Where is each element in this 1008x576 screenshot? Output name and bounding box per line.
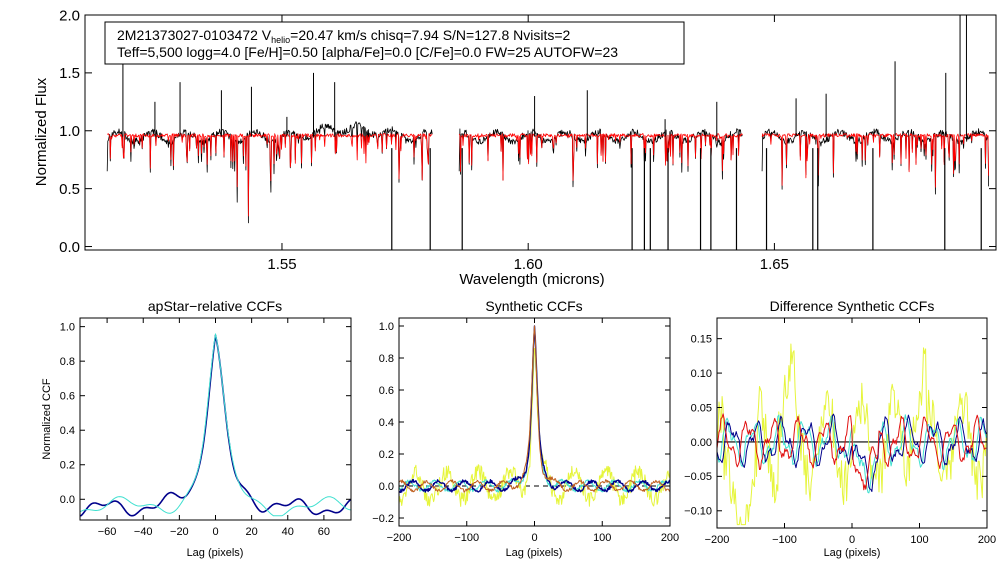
y-tick-label: 0.5	[59, 181, 80, 198]
apstar-ccf-x-label: Lag (pixels)	[187, 547, 244, 559]
apstar-ccf-frame	[79, 317, 352, 521]
spectrum-series	[106, 15, 989, 250]
x-tick-label: −100	[772, 534, 797, 546]
x-tick-label: 1.65	[760, 256, 789, 273]
x-tick-label: 200	[978, 534, 996, 546]
x-tick-label: −60	[98, 526, 117, 538]
x-tick-label: −40	[134, 526, 153, 538]
info-line-2: Teff=5,500 logg=4.0 [Fe/H]=0.50 [alpha/F…	[117, 44, 618, 60]
y-tick-label: 0.8	[60, 356, 75, 368]
x-tick-label: 0	[531, 532, 537, 544]
y-tick-label: 1.5	[59, 65, 80, 82]
y-tick-label: 0.2	[60, 460, 75, 472]
x-tick-label: 20	[246, 526, 258, 538]
synthetic-ccf-x-label: Lag (pixels)	[506, 547, 563, 559]
difference-ccf-panel: Difference Synthetic CCFs −200 −100 0 100 20…	[684, 298, 996, 559]
x-tick-label: −200	[705, 534, 730, 546]
x-tick-label: −100	[454, 532, 479, 544]
model-spectrum	[458, 133, 743, 181]
apstar-ccf-ticks: −60 −40 −20 0 20 40 60 0.0 0.2 0.4 0.6 0.8 1.0	[60, 318, 351, 538]
spectrum-ticks: 1.55 1.60 1.65 0.0 0.5 1.0 1.5 2.0	[59, 7, 996, 273]
synthetic-ccf-series	[398, 325, 671, 507]
apstar-ccf-series	[79, 333, 352, 517]
y-tick-label: 0.8	[379, 353, 394, 365]
x-tick-label: 0	[212, 526, 218, 538]
info-subscript: helio	[271, 35, 290, 45]
y-tick-label: 0.2	[379, 449, 394, 461]
y-tick-label: 0.0	[59, 239, 80, 256]
spectrum-frame	[84, 14, 997, 251]
x-tick-label: 40	[282, 526, 294, 538]
y-tick-label: 2.0	[59, 7, 80, 24]
x-tick-label: 60	[318, 526, 330, 538]
y-tick-label: 0.00	[691, 437, 712, 449]
y-tick-label: −0.10	[684, 506, 712, 518]
model-spectrum	[761, 133, 989, 188]
x-tick-label: 100	[910, 534, 928, 546]
x-tick-label: 0	[849, 534, 855, 546]
info-line-1: 2M21373027-0103472 Vhelio=20.47 km/s chi…	[117, 27, 571, 45]
ccf-line-cyan	[79, 333, 352, 517]
spectrum-y-label: Normalized Flux	[33, 77, 50, 186]
x-tick-label: 100	[593, 532, 611, 544]
x-tick-label: 1.60	[514, 256, 543, 273]
y-tick-label: 1.0	[60, 321, 75, 333]
apstar-ccf-y-label: Normalized CCF	[41, 378, 53, 460]
ccf-line-yellow	[398, 348, 671, 507]
info-box	[104, 21, 685, 65]
x-tick-label: −200	[387, 532, 412, 544]
x-tick-label: 200	[661, 532, 679, 544]
difference-ccf-ticks: −200 −100 0 100 200 −0.10 −0.05 0.00 0.05 0.10 0.1…	[684, 318, 996, 546]
synthetic-ccf-panel: Synthetic CCFs −200 −100 0 100 200 −0.2 0.0 0.2…	[372, 298, 679, 559]
y-tick-label: 0.6	[379, 385, 394, 397]
synthetic-ccf-ticks: −200 −100 0 100 200 −0.2 0.0 0.2 0.4 0.6 0.8 1.0	[372, 318, 679, 544]
apstar-ccf-panel: apStar−relative CCFs −60 −40 −20 0 20 40 60 0.0…	[41, 298, 352, 559]
y-tick-label: 0.6	[60, 391, 75, 403]
y-tick-label: 0.15	[691, 334, 712, 346]
y-tick-label: −0.05	[684, 471, 712, 483]
ccf-line-navy	[80, 334, 352, 517]
ccf-line-yellow	[716, 343, 987, 526]
y-tick-label: 1.0	[59, 123, 80, 140]
difference-ccf-title: Difference Synthetic CCFs	[770, 298, 935, 314]
spectrum-x-label: Wavelength (microns)	[459, 271, 604, 288]
difference-ccf-x-label: Lag (pixels)	[824, 547, 881, 559]
difference-ccf-series	[716, 343, 987, 526]
y-tick-label: 0.4	[379, 417, 394, 429]
y-tick-label: 0.05	[691, 402, 712, 414]
model-spectrum	[107, 133, 433, 217]
ccf-line-red	[716, 413, 987, 491]
y-tick-label: 1.0	[379, 321, 394, 333]
y-tick-label: 0.0	[379, 481, 394, 493]
synthetic-ccf-title: Synthetic CCFs	[485, 298, 582, 314]
apstar-ccf-title: apStar−relative CCFs	[148, 298, 282, 314]
y-tick-label: 0.10	[691, 368, 712, 380]
ccf-line-orange	[398, 325, 671, 493]
y-tick-label: −0.2	[372, 513, 394, 525]
y-tick-label: 0.4	[60, 425, 75, 437]
x-tick-label: 1.55	[267, 256, 296, 273]
y-tick-label: 0.0	[60, 494, 75, 506]
spectrum-panel: 1.55 1.60 1.65 0.0 0.5 1.0 1.5 2.0 2M21373027-0…	[33, 7, 997, 288]
ccf-line-navy	[716, 413, 987, 492]
x-tick-label: −20	[170, 526, 189, 538]
